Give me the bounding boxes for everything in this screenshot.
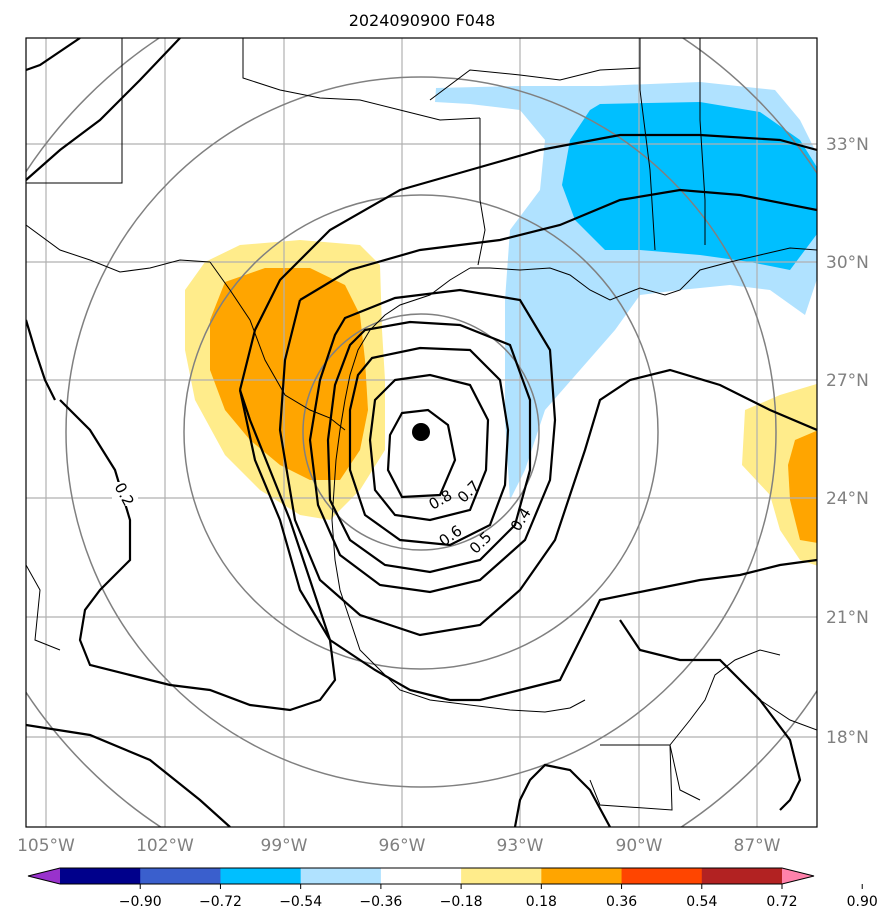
colorbar-tick-label: 0.18: [526, 894, 557, 910]
contour-0.2: [26, 38, 181, 181]
contour-0.3b: [278, 299, 817, 637]
border-mexico-west: [26, 224, 211, 273]
colorbar-segment: [300, 868, 382, 884]
colorbar-tick-label: 0.90: [847, 894, 878, 910]
colorbar-extend-high: [782, 868, 814, 884]
border-arkansas: [429, 67, 641, 101]
contour-0.3a: [299, 188, 817, 301]
shade-orange-west: [210, 268, 368, 480]
colorbar-segment: [380, 868, 462, 884]
shade-orange-east: [788, 430, 817, 543]
contour-0.2-nw: [26, 38, 81, 72]
map-frame: [25, 37, 818, 828]
border-al-ga: [699, 38, 706, 245]
contour-0.4: [308, 288, 557, 594]
lat-label-30n: 30°N: [826, 253, 869, 273]
lon-label-87w: 87°W: [734, 836, 781, 856]
contour-0.25b: [238, 389, 817, 702]
contour-0.8: [386, 408, 457, 499]
storm-center-marker: [412, 423, 430, 441]
colorbar-outline: [27, 867, 815, 885]
colorbar-tick-label: −0.54: [279, 894, 322, 910]
border-texas-mexico: [209, 261, 346, 431]
contour-label-0.6: 0.6: [436, 522, 466, 550]
contour-0.7: [368, 373, 490, 522]
colorbar-segment: [701, 868, 783, 884]
lat-label-33n: 33°N: [826, 135, 869, 155]
map-area: 0.2 0.4 0.5 0.6 0.7 0.8: [26, 38, 817, 827]
border-belize: [669, 744, 701, 801]
colorbar-segment: [60, 868, 141, 884]
graticule: [26, 38, 817, 827]
contour-label-0.7: 0.7: [454, 477, 484, 507]
colorbar-segment: [541, 868, 623, 884]
colorbar-tick-label: 0.36: [606, 894, 637, 910]
contour-label-0.5: 0.5: [466, 528, 496, 558]
colorbar-segment: [461, 868, 542, 884]
contour-0.2-loop: [59, 389, 337, 712]
colorbar-tick-label: −0.90: [119, 894, 162, 910]
lon-label-99w: 99°W: [261, 836, 308, 856]
lon-label-93w: 93°W: [497, 836, 544, 856]
lon-label-90w: 90°W: [616, 836, 663, 856]
colorbar-extend-low: [28, 868, 60, 884]
border-texas-oklahoma: [242, 38, 481, 121]
colorbar: −0.90 −0.72 −0.54 −0.36 −0.18 0.18 0.36 0.54 0.7…: [27, 867, 878, 910]
border-ms-al: [639, 38, 656, 251]
colorbar-segment: [621, 868, 703, 884]
lon-label-105w: 105°W: [17, 836, 75, 856]
colorbar-tick-label: −0.36: [359, 894, 402, 910]
lon-label-102w: 102°W: [136, 836, 194, 856]
border-nm-west: [26, 38, 123, 184]
border-guatemala: [589, 744, 673, 811]
contour-0.15-ne: [513, 763, 611, 827]
coastline-us-gulf: [470, 247, 817, 301]
colorbar-tick-label: −0.72: [199, 894, 242, 910]
latitude-labels: 33°N 30°N 27°N 24°N 21°N 18°N: [826, 135, 869, 748]
lat-label-27n: 27°N: [826, 371, 869, 391]
contour-0.6: [348, 346, 510, 547]
contour-0.25a: [238, 133, 817, 391]
colorbar-tick-label: −0.18: [440, 894, 483, 910]
colorbar-segment: [140, 868, 221, 884]
figure-title: 2024090900 F048: [349, 11, 496, 30]
contour-0.2-south: [26, 723, 231, 827]
range-rings: [26, 38, 817, 827]
lat-label-18n: 18°N: [826, 728, 869, 748]
lat-label-21n: 21°N: [826, 608, 869, 628]
contours: [26, 38, 817, 827]
coastline-mexico-gulf: [331, 267, 586, 713]
coastline-pacific: [26, 564, 61, 651]
coastlines-borders: [26, 38, 817, 811]
coastline-cuba: [739, 679, 817, 731]
contour-0.15-sw: [26, 319, 56, 401]
colorbar-tick-label: 0.72: [766, 894, 797, 910]
lat-label-24n: 24°N: [826, 489, 869, 509]
longitude-labels: 105°W 102°W 99°W 96°W 93°W 90°W 87°W: [17, 836, 781, 856]
contour-0.2-east: [619, 619, 802, 811]
contour-label-0.8: 0.8: [426, 486, 456, 514]
border-texas-louisiana: [477, 118, 486, 266]
colorbar-tick-label: 0.54: [686, 894, 717, 910]
colorbar-segment: [220, 868, 302, 884]
lon-label-96w: 96°W: [379, 836, 426, 856]
coastline-yucatan: [669, 649, 781, 746]
contour-0.5: [326, 320, 532, 574]
